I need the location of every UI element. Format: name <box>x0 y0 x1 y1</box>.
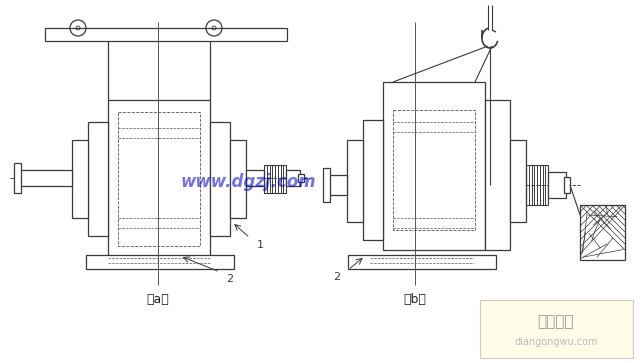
Bar <box>323 168 330 202</box>
Bar <box>18 170 72 186</box>
Text: （b）: （b） <box>404 293 426 306</box>
Text: www.dgzj.com: www.dgzj.com <box>180 173 316 191</box>
Bar <box>88 122 108 236</box>
Bar <box>118 112 200 246</box>
Bar <box>347 140 363 222</box>
Bar <box>480 300 633 358</box>
Bar <box>14 163 21 193</box>
Text: 1: 1 <box>257 240 264 250</box>
Text: diangongwu.com: diangongwu.com <box>515 337 598 347</box>
Text: 2: 2 <box>226 274 233 284</box>
Bar <box>264 165 286 193</box>
Bar <box>348 255 496 269</box>
Bar <box>210 122 230 236</box>
Bar <box>328 175 347 195</box>
Text: 电工之屋: 电工之屋 <box>538 314 574 330</box>
Bar <box>108 100 210 258</box>
Bar <box>580 205 625 260</box>
Bar <box>363 120 383 240</box>
Text: （a）: （a） <box>147 293 170 306</box>
Bar <box>45 28 287 41</box>
Bar <box>510 140 526 222</box>
Bar <box>383 82 485 250</box>
Bar <box>246 170 264 186</box>
Bar <box>72 140 88 218</box>
Text: 2: 2 <box>333 272 340 282</box>
Bar <box>393 110 475 230</box>
Bar <box>485 100 510 250</box>
Bar <box>526 165 548 205</box>
Bar <box>548 172 566 198</box>
Bar <box>86 255 234 269</box>
Bar <box>230 140 246 218</box>
Bar <box>564 177 570 193</box>
Bar <box>298 174 304 182</box>
Bar <box>286 170 300 186</box>
